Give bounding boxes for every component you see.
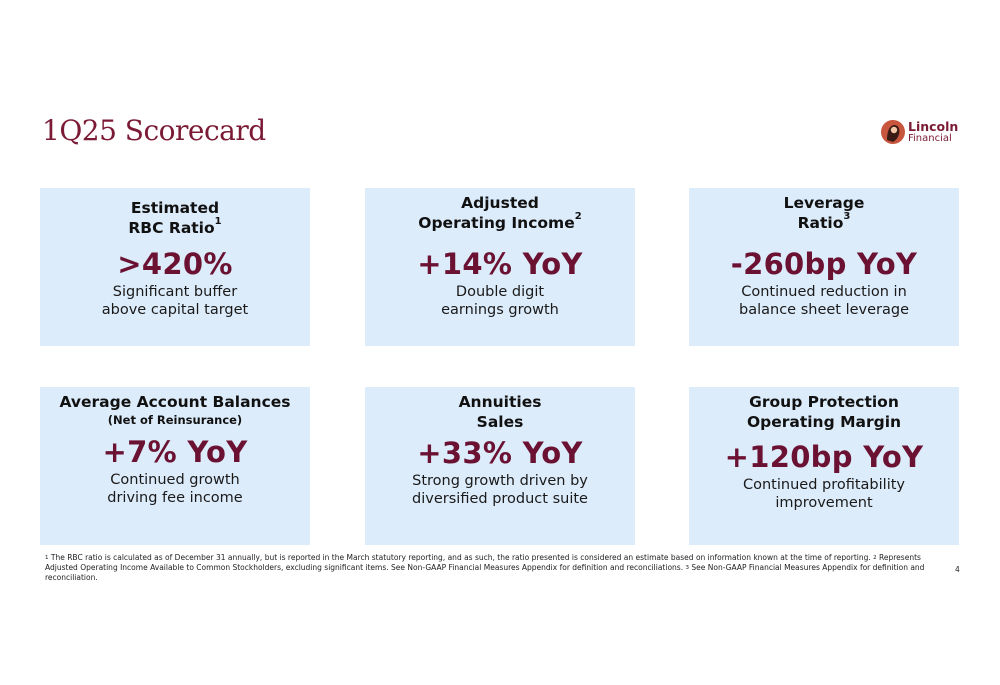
card-description-line1: Significant buffer bbox=[112, 284, 238, 300]
footnote-marker: 1 bbox=[214, 216, 222, 227]
card-description-line2: earnings growth bbox=[441, 302, 559, 318]
card-metric: +14% YoY bbox=[417, 247, 583, 281]
footnote-marker-2: 2 bbox=[873, 555, 877, 561]
footnote-marker: 2 bbox=[574, 211, 582, 222]
card-metric: -260bp YoY bbox=[730, 247, 918, 281]
footnote-marker-1: 1 bbox=[45, 555, 49, 561]
scorecard-leverage-ratio: Leverage Ratio3 -260bp YoY Continued red… bbox=[689, 188, 959, 346]
card-heading-line1: Adjusted bbox=[461, 194, 539, 212]
lincoln-portrait-icon bbox=[881, 120, 905, 144]
card-description-line2: improvement bbox=[775, 495, 873, 511]
card-heading-line2: Operating Income2 bbox=[418, 211, 582, 233]
card-description-line2: above capital target bbox=[101, 302, 249, 318]
footnote-marker: 3 bbox=[843, 211, 851, 222]
card-heading-line1: Annuities bbox=[458, 393, 542, 411]
lincoln-financial-logo: Lincoln Financial bbox=[880, 118, 962, 146]
card-heading-line1: Leverage bbox=[783, 194, 865, 212]
footnote-text-2: Represents Adjusted Operating Income Ava… bbox=[45, 553, 921, 572]
page-number: 4 bbox=[955, 565, 960, 574]
card-metric: +120bp YoY bbox=[724, 440, 924, 474]
card-metric: +33% YoY bbox=[417, 436, 583, 470]
card-description-line1: Continued growth bbox=[110, 472, 240, 488]
scorecard-rbc-ratio: Estimated RBC Ratio1 >420% Significant b… bbox=[40, 188, 310, 346]
card-description-line1: Strong growth driven by bbox=[412, 473, 588, 489]
card-description-line2: diversified product suite bbox=[412, 491, 588, 507]
card-description-line1: Continued reduction in bbox=[741, 284, 907, 300]
footnote-marker-3: 3 bbox=[685, 565, 689, 571]
footnote-text-3: See Non-GAAP Financial Measures Appendix… bbox=[45, 563, 925, 582]
logo-wordmark-line1: Lincoln bbox=[908, 119, 959, 134]
scorecard-annuities-sales: Annuities Sales +33% YoY Strong growth d… bbox=[365, 387, 635, 545]
card-description-line1: Double digit bbox=[455, 284, 545, 300]
card-heading-line2: Operating Margin bbox=[746, 413, 902, 431]
card-heading-line2: Ratio3 bbox=[797, 211, 851, 233]
card-metric: +7% YoY bbox=[102, 435, 248, 469]
card-subheading: (Net of Reinsurance) bbox=[107, 413, 243, 427]
card-description-line1: Continued profitability bbox=[743, 477, 905, 493]
logo-wordmark-line2: Financial bbox=[908, 133, 952, 144]
scorecard-adjusted-operating-income: Adjusted Operating Income2 +14% YoY Doub… bbox=[365, 188, 635, 346]
footnotes: 1 The RBC ratio is calculated as of Dece… bbox=[45, 553, 950, 583]
card-heading-line1: Group Protection bbox=[749, 393, 899, 411]
footnote-text-1: The RBC ratio is calculated as of Decemb… bbox=[48, 553, 874, 562]
card-heading-line1: Estimated bbox=[130, 199, 220, 217]
card-metric: >420% bbox=[117, 247, 233, 281]
card-heading-line2: RBC Ratio1 bbox=[128, 216, 222, 238]
scorecard-group-protection-margin: Group Protection Operating Margin +120bp… bbox=[689, 387, 959, 545]
card-heading-line1: Average Account Balances bbox=[59, 393, 291, 411]
card-description-line2: balance sheet leverage bbox=[739, 302, 909, 318]
scorecard-average-account-balances: Average Account Balances (Net of Reinsur… bbox=[40, 387, 310, 545]
page-title: 1Q25 Scorecard bbox=[42, 114, 266, 147]
card-heading-line2: Sales bbox=[476, 413, 524, 431]
card-description-line2: driving fee income bbox=[107, 490, 243, 506]
